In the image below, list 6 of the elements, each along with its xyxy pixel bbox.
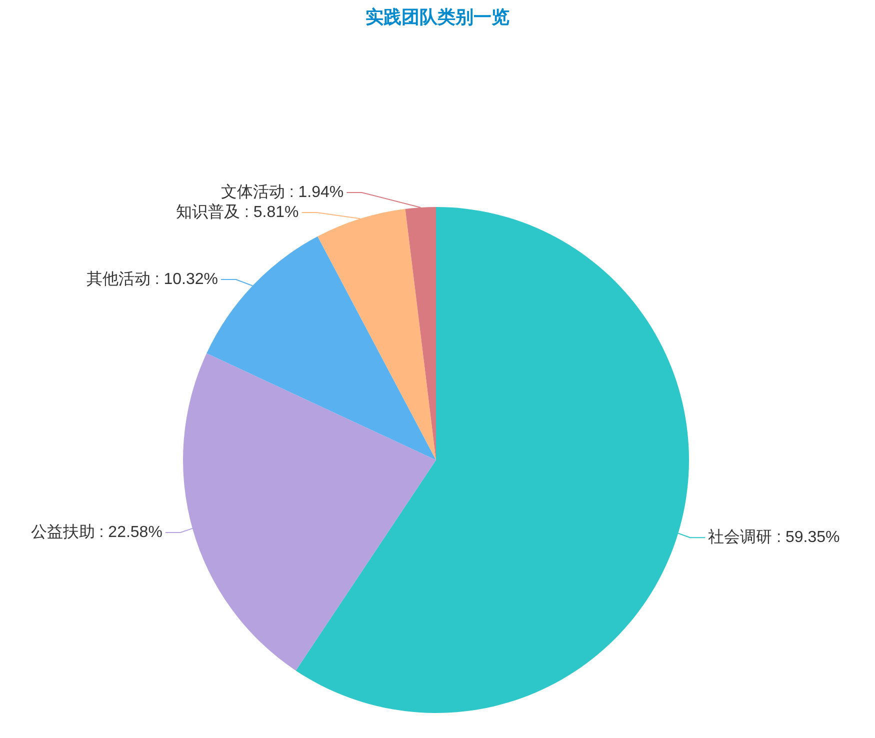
slice-label: 其他活动 : 10.32% [86,270,218,288]
slice-label: 知识普及 : 5.81% [176,202,299,221]
slice-label: 文体活动 : 1.94% [220,182,344,201]
slice-label: 公益扶助 : 22.58% [30,522,162,541]
slice-label: 社会调研 : 59.35% [708,528,840,546]
chart-title: 实践团队类别一览 [364,7,510,27]
